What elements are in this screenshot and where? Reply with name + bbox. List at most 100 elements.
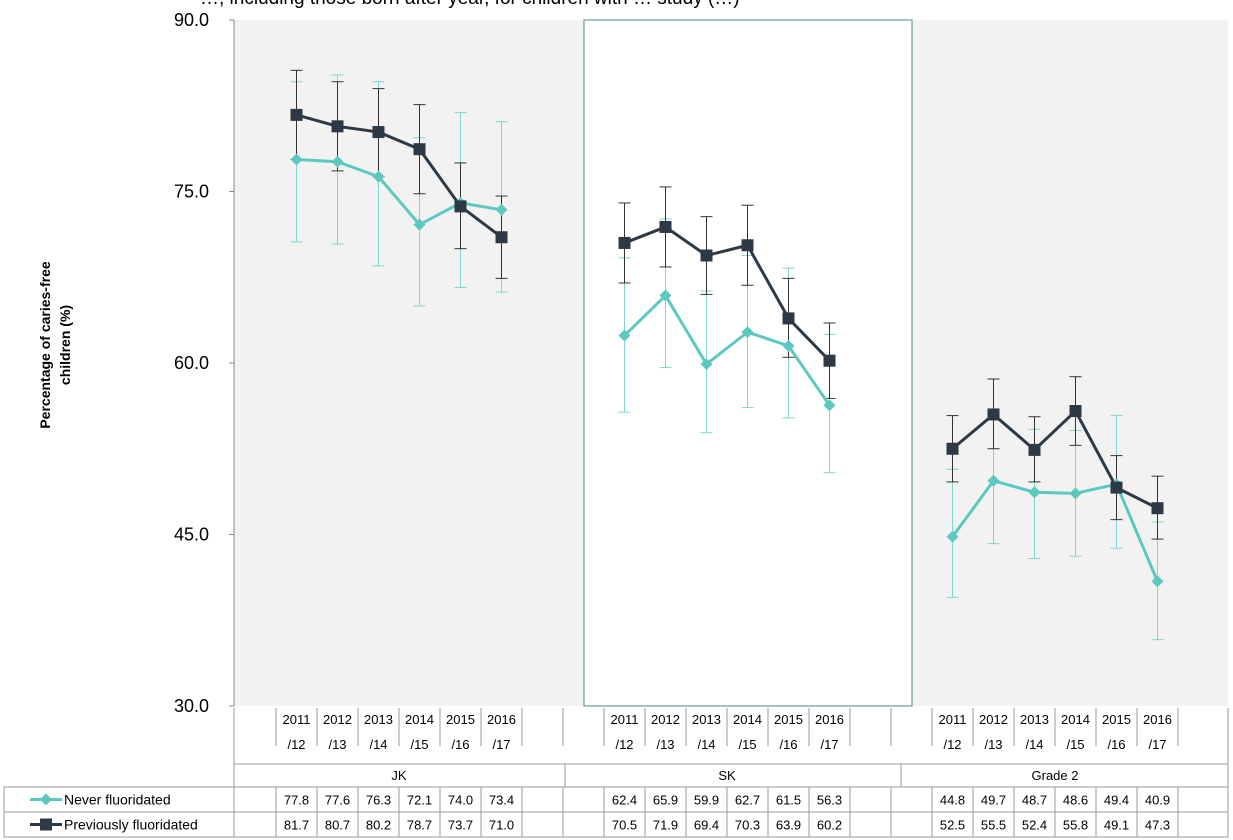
table-value: 70.3: [735, 818, 760, 833]
data-point: [659, 289, 672, 302]
category-label-suffix: /14: [697, 737, 715, 752]
category-label-suffix: /17: [820, 737, 838, 752]
category-label-suffix: /12: [615, 737, 633, 752]
data-point: [372, 126, 385, 139]
category-label-year: 2012: [651, 712, 680, 727]
data-point: [618, 329, 631, 342]
category-label-year: 2011: [283, 712, 311, 727]
table-value: 73.4: [489, 793, 514, 808]
data-point: [372, 170, 385, 183]
data-point: [1151, 502, 1164, 515]
group-label: Grade 2: [1032, 768, 1079, 783]
category-label-year: 2016: [487, 712, 516, 727]
data-point: [700, 249, 713, 262]
data-point: [618, 236, 631, 249]
category-label-year: 2016: [1143, 712, 1172, 727]
table-value: 49.1: [1104, 818, 1129, 833]
category-label-year: 2013: [692, 712, 721, 727]
chart-title: …, including those born after year, for …: [200, 0, 740, 9]
data-point: [823, 354, 836, 367]
category-label-suffix: /15: [410, 737, 428, 752]
table-value: 76.3: [366, 793, 391, 808]
legend-swatch-marker: [40, 793, 52, 806]
category-label-year: 2015: [1102, 712, 1131, 727]
data-point: [331, 155, 344, 168]
series-line: [623, 225, 831, 362]
data-point: [290, 108, 303, 121]
table-value: 55.5: [981, 818, 1006, 833]
data-point: [1110, 481, 1123, 494]
category-label-suffix: /13: [656, 737, 674, 752]
table-value: 49.7: [981, 793, 1006, 808]
category-label-suffix: /13: [984, 737, 1002, 752]
table-value: 62.7: [735, 793, 760, 808]
table-value: 65.9: [653, 793, 678, 808]
category-label-year: 2011: [939, 712, 967, 727]
category-label-year: 2011: [611, 712, 639, 727]
data-point: [700, 358, 713, 371]
table-value: 80.7: [325, 818, 350, 833]
table-value: 48.7: [1022, 793, 1047, 808]
series-line: [623, 293, 831, 407]
data-point: [495, 231, 508, 244]
y-tick-label: 30.0: [174, 696, 209, 716]
category-label-year: 2016: [815, 712, 844, 727]
y-tick-label: 90.0: [174, 10, 209, 30]
category-label-suffix: /16: [451, 737, 469, 752]
category-label-suffix: /13: [328, 737, 346, 752]
group-label: SK: [718, 768, 736, 783]
data-point: [413, 143, 426, 156]
data-point: [1028, 443, 1041, 456]
table-value: 59.9: [694, 793, 719, 808]
table-value: 71.0: [489, 818, 514, 833]
data-point: [987, 408, 1000, 421]
table-value: 52.5: [940, 818, 965, 833]
category-label-suffix: /15: [1066, 737, 1084, 752]
category-label-suffix: /12: [943, 737, 961, 752]
table-value: 52.4: [1022, 818, 1047, 833]
table-value: 74.0: [448, 793, 473, 808]
table-value: 81.7: [284, 818, 309, 833]
data-point: [946, 442, 959, 455]
table-value: 71.9: [653, 818, 678, 833]
series-line: [296, 157, 502, 227]
table-value: 60.2: [817, 818, 842, 833]
category-label-year: 2014: [405, 712, 434, 727]
table-value: 48.6: [1063, 793, 1088, 808]
table-value: 44.8: [940, 793, 965, 808]
table-value: 40.9: [1145, 793, 1170, 808]
category-label-suffix: /15: [738, 737, 756, 752]
data-point: [1028, 486, 1041, 499]
legend-swatch-marker: [40, 818, 52, 831]
data-point: [1151, 575, 1164, 588]
category-label-suffix: /14: [1025, 737, 1043, 752]
category-label-year: 2013: [1020, 712, 1049, 727]
group-label: JK: [391, 768, 407, 783]
y-axis-label-line2: children (%): [57, 305, 73, 385]
y-tick-label: 60.0: [174, 353, 209, 373]
data-point: [946, 530, 959, 543]
table-value: 61.5: [776, 793, 801, 808]
data-point: [782, 312, 795, 325]
table-value: 73.7: [448, 818, 473, 833]
category-label-year: 2013: [364, 712, 393, 727]
data-point: [741, 239, 754, 252]
category-label-year: 2012: [979, 712, 1008, 727]
series-line: [951, 479, 1159, 582]
category-label-year: 2014: [733, 712, 762, 727]
table-value: 63.9: [776, 818, 801, 833]
series-line: [951, 408, 1159, 510]
data-point: [413, 218, 426, 231]
table-value: 56.3: [817, 793, 842, 808]
data-point: [290, 153, 303, 166]
category-label-suffix: /16: [779, 737, 797, 752]
table-value: 77.6: [325, 793, 350, 808]
category-label-suffix: /12: [287, 737, 305, 752]
table-value: 62.4: [612, 793, 637, 808]
table-value: 80.2: [366, 818, 391, 833]
table-value: 70.5: [612, 818, 637, 833]
category-label-suffix: /16: [1107, 737, 1125, 752]
data-point: [331, 120, 344, 133]
data-point: [659, 220, 672, 233]
